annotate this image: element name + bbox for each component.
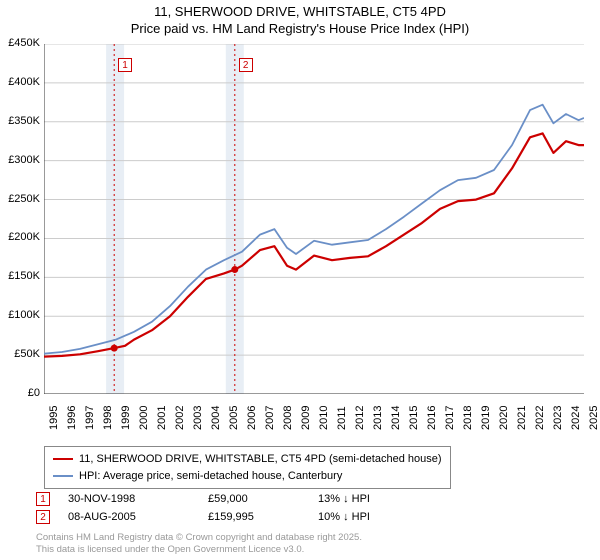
x-tick-label: 2013 (372, 406, 384, 430)
x-tick-label: 2001 (156, 406, 168, 430)
legend-label-hpi: HPI: Average price, semi-detached house,… (79, 468, 342, 485)
chart-plot-area (44, 44, 584, 394)
x-tick-label: 2002 (174, 406, 186, 430)
x-tick-label: 2022 (534, 406, 546, 430)
txn-price-2: £159,995 (208, 511, 318, 523)
x-tick-label: 1996 (66, 406, 78, 430)
x-tick-label: 1999 (120, 406, 132, 430)
chart-title: 11, SHERWOOD DRIVE, WHITSTABLE, CT5 4PD … (0, 0, 600, 38)
y-tick-label: £0 (0, 387, 40, 399)
txn-delta-2: 10% ↓ HPI (318, 511, 428, 523)
y-tick-label: £350K (0, 115, 40, 127)
legend-label-property: 11, SHERWOOD DRIVE, WHITSTABLE, CT5 4PD … (79, 451, 442, 468)
x-tick-label: 2019 (480, 406, 492, 430)
chart-event-marker: 1 (118, 58, 132, 72)
x-tick-label: 2016 (426, 406, 438, 430)
x-tick-label: 2023 (552, 406, 564, 430)
chart-svg (44, 44, 584, 394)
legend-row-hpi: HPI: Average price, semi-detached house,… (53, 468, 442, 485)
legend-swatch-property (53, 458, 73, 460)
x-tick-label: 2000 (138, 406, 150, 430)
transaction-row-1: 1 30-NOV-1998 £59,000 13% ↓ HPI (36, 490, 428, 508)
y-tick-label: £400K (0, 76, 40, 88)
y-tick-label: £50K (0, 348, 40, 360)
title-line1: 11, SHERWOOD DRIVE, WHITSTABLE, CT5 4PD (154, 4, 446, 19)
x-tick-label: 2004 (210, 406, 222, 430)
x-tick-label: 2015 (408, 406, 420, 430)
txn-marker-2: 2 (36, 510, 50, 524)
legend-swatch-hpi (53, 475, 73, 477)
x-tick-label: 2018 (462, 406, 474, 430)
txn-date-1: 30-NOV-1998 (68, 493, 208, 505)
x-tick-label: 1995 (48, 406, 60, 430)
transaction-row-2: 2 08-AUG-2005 £159,995 10% ↓ HPI (36, 508, 428, 526)
legend-row-property: 11, SHERWOOD DRIVE, WHITSTABLE, CT5 4PD … (53, 451, 442, 468)
x-tick-label: 1998 (102, 406, 114, 430)
x-tick-label: 2014 (390, 406, 402, 430)
x-tick-label: 2005 (228, 406, 240, 430)
x-tick-label: 2008 (282, 406, 294, 430)
y-tick-label: £150K (0, 270, 40, 282)
footer-line2: This data is licensed under the Open Gov… (36, 544, 304, 555)
chart-container: { "title_line1": "11, SHERWOOD DRIVE, WH… (0, 0, 600, 560)
x-tick-label: 2010 (318, 406, 330, 430)
x-tick-label: 2006 (246, 406, 258, 430)
y-tick-label: £250K (0, 193, 40, 205)
x-tick-label: 2007 (264, 406, 276, 430)
title-line2: Price paid vs. HM Land Registry's House … (131, 21, 469, 36)
txn-date-2: 08-AUG-2005 (68, 511, 208, 523)
x-tick-label: 2011 (336, 406, 348, 430)
legend: 11, SHERWOOD DRIVE, WHITSTABLE, CT5 4PD … (44, 446, 451, 489)
transaction-table: 1 30-NOV-1998 £59,000 13% ↓ HPI 2 08-AUG… (36, 490, 428, 526)
x-tick-label: 2012 (354, 406, 366, 430)
txn-price-1: £59,000 (208, 493, 318, 505)
x-tick-label: 2021 (516, 406, 528, 430)
x-tick-label: 1997 (84, 406, 96, 430)
chart-event-marker: 2 (239, 58, 253, 72)
x-tick-label: 2025 (588, 406, 600, 430)
x-tick-label: 2024 (570, 406, 582, 430)
x-tick-label: 2017 (444, 406, 456, 430)
x-tick-label: 2003 (192, 406, 204, 430)
y-tick-label: £450K (0, 37, 40, 49)
y-tick-label: £100K (0, 309, 40, 321)
txn-delta-1: 13% ↓ HPI (318, 493, 428, 505)
y-tick-label: £200K (0, 231, 40, 243)
x-tick-label: 2009 (300, 406, 312, 430)
txn-marker-1: 1 (36, 492, 50, 506)
footer-attribution: Contains HM Land Registry data © Crown c… (36, 532, 362, 556)
footer-line1: Contains HM Land Registry data © Crown c… (36, 532, 362, 543)
x-tick-label: 2020 (498, 406, 510, 430)
y-tick-label: £300K (0, 154, 40, 166)
